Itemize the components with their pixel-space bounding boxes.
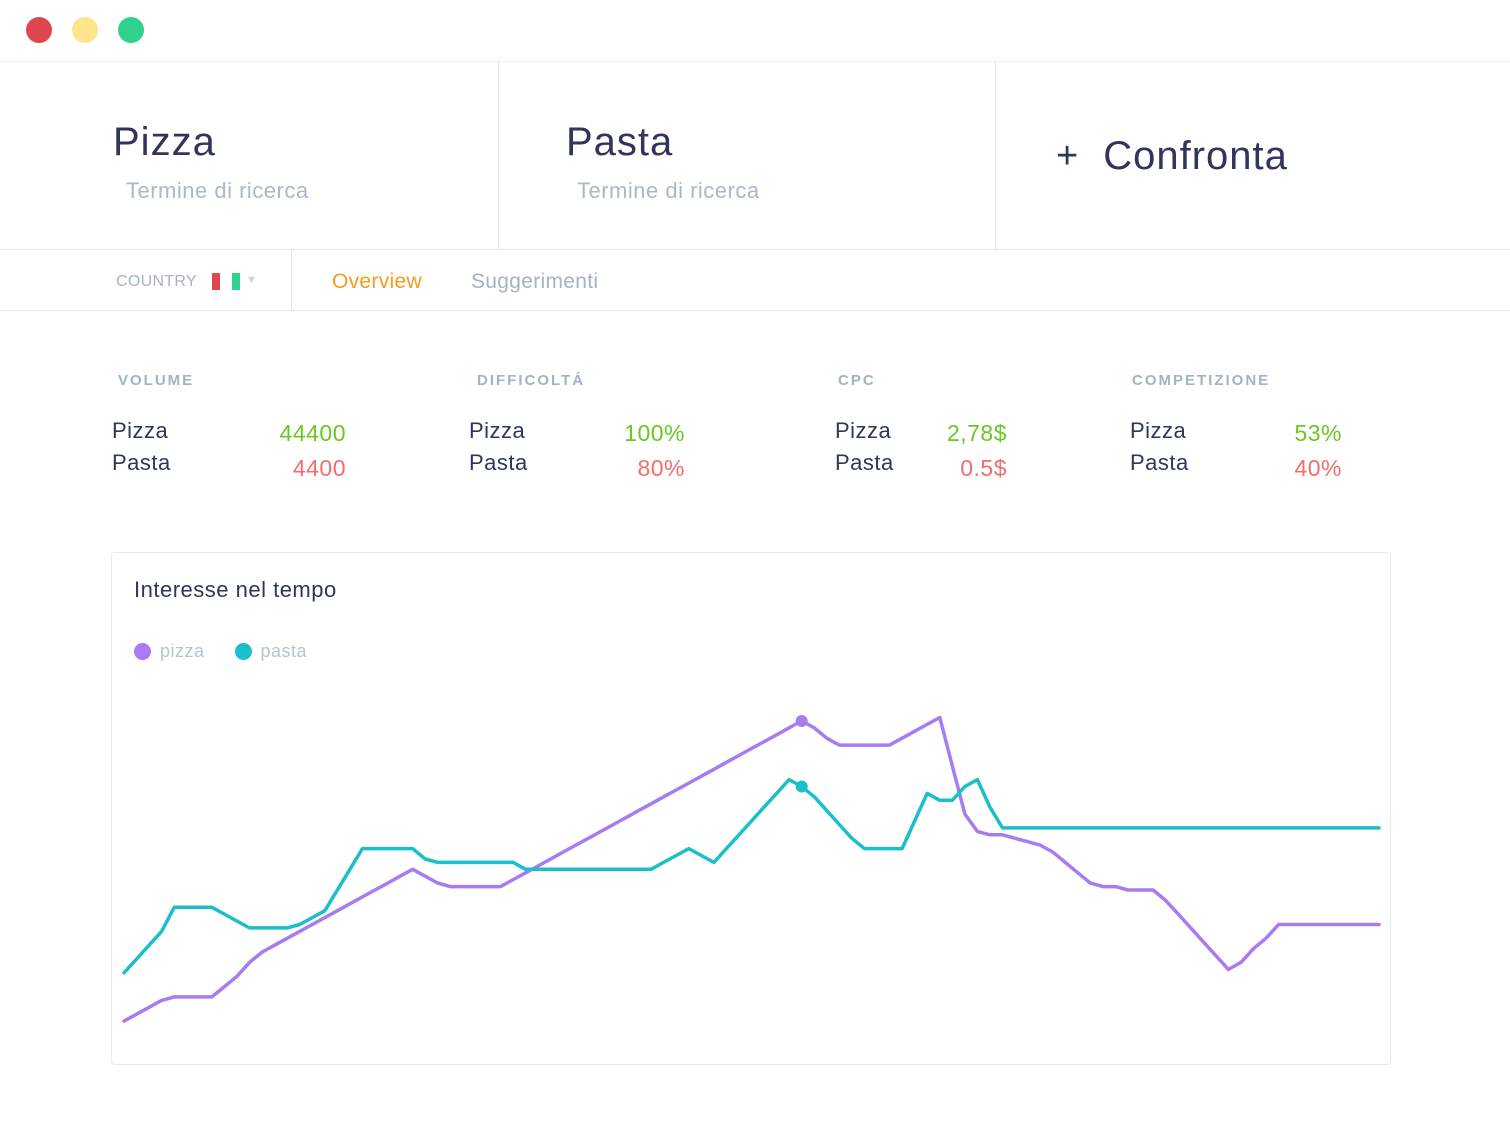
- metric-title: DIFFICOLTÁ: [477, 372, 586, 389]
- term-subtitle: Termine di ricerca: [577, 178, 760, 203]
- plus-icon: +: [1056, 135, 1080, 177]
- metric-term: Pizza: [1130, 418, 1187, 443]
- metric-value: 44400: [279, 420, 346, 446]
- metric-row-pasta: Pasta 0.5$: [835, 450, 1135, 481]
- metric-row-pasta: Pasta 80%: [469, 450, 769, 481]
- legend-item-pizza[interactable]: pizza: [134, 641, 205, 662]
- metric-value: 2,78$: [946, 420, 1007, 446]
- metric-difficolta: DIFFICOLTÁ Pizza 100% Pasta 80%: [469, 372, 777, 492]
- minimize-window-button[interactable]: [72, 17, 98, 43]
- series-line-pasta: [122, 777, 1381, 975]
- metric-competizione: COMPETIZIONE Pizza 53% Pasta 40%: [1130, 372, 1432, 492]
- metric-term: Pasta: [469, 450, 528, 475]
- metric-term: Pizza: [469, 418, 526, 443]
- search-term-pasta[interactable]: Pasta Termine di ricerca: [499, 62, 996, 250]
- metric-title: CPC: [838, 372, 876, 389]
- metric-value: 40%: [1294, 455, 1342, 481]
- metric-row-pasta: Pasta 4400: [112, 450, 412, 481]
- close-window-button[interactable]: [26, 17, 52, 43]
- metric-value: 80%: [637, 455, 685, 481]
- metric-volume: VOLUME Pizza 44400 Pasta 4400: [112, 372, 418, 492]
- metric-value: 0.5$: [960, 455, 1007, 481]
- filter-bar: COUNTRY ▼ Overview Suggerimenti: [0, 250, 1510, 311]
- metric-term: Pasta: [1130, 450, 1189, 475]
- hover-point-pasta[interactable]: [795, 780, 808, 793]
- legend-item-pasta[interactable]: pasta: [234, 641, 308, 662]
- legend-dot-icon: [234, 643, 252, 660]
- term-subtitle: Termine di ricerca: [126, 178, 309, 203]
- metric-value: 53%: [1294, 420, 1342, 446]
- metric-row-pizza: Pizza 53%: [1130, 418, 1430, 448]
- metric-row-pasta: Pasta 40%: [1130, 450, 1430, 481]
- metric-row-pizza: Pizza 44400: [112, 418, 412, 448]
- caret-down-icon: ▼: [246, 274, 257, 286]
- metric-row-pizza: Pizza 100%: [469, 418, 769, 448]
- term-name: Pasta: [566, 120, 674, 164]
- metric-term: Pasta: [835, 450, 894, 475]
- series-line-pizza: [122, 715, 1381, 1023]
- hover-point-pizza[interactable]: [795, 714, 808, 727]
- country-label: COUNTRY: [116, 273, 197, 290]
- country-selector[interactable]: COUNTRY ▼: [0, 250, 292, 311]
- legend-label: pizza: [160, 641, 205, 661]
- metric-term: Pasta: [112, 450, 171, 475]
- compare-button[interactable]: + Confronta: [1056, 134, 1288, 179]
- metric-term: Pizza: [835, 418, 892, 443]
- metric-cpc: CPC Pizza 2,78$ Pasta 0.5$: [835, 372, 1138, 492]
- metric-title: COMPETIZIONE: [1132, 372, 1271, 389]
- term-name: Pizza: [113, 120, 216, 164]
- tab-suggerimenti[interactable]: Suggerimenti: [471, 270, 599, 293]
- metric-title: VOLUME: [118, 372, 195, 389]
- title-bar: [0, 0, 1510, 62]
- search-terms-header: Pizza Termine di ricerca Pasta Termine d…: [0, 62, 1510, 250]
- legend-dot-icon: [134, 643, 151, 660]
- compare-panel: + Confronta: [996, 62, 1510, 250]
- legend-label: pasta: [260, 641, 308, 661]
- metric-term: Pizza: [112, 418, 169, 443]
- line-chart: [122, 714, 1381, 1023]
- metric-value: 100%: [624, 420, 685, 446]
- chart-legend: pizza pasta: [134, 641, 337, 662]
- tab-overview[interactable]: Overview: [332, 270, 422, 293]
- italy-flag-icon: [212, 273, 240, 290]
- compare-label: Confronta: [1103, 134, 1288, 178]
- metric-value: 4400: [292, 455, 346, 481]
- chart-title: Interesse nel tempo: [134, 577, 337, 602]
- maximize-window-button[interactable]: [118, 17, 144, 43]
- search-term-pizza[interactable]: Pizza Termine di ricerca: [0, 62, 499, 250]
- metric-row-pizza: Pizza 2,78$: [835, 418, 1135, 448]
- interest-over-time-card: Interesse nel tempo pizza pasta: [111, 552, 1391, 1065]
